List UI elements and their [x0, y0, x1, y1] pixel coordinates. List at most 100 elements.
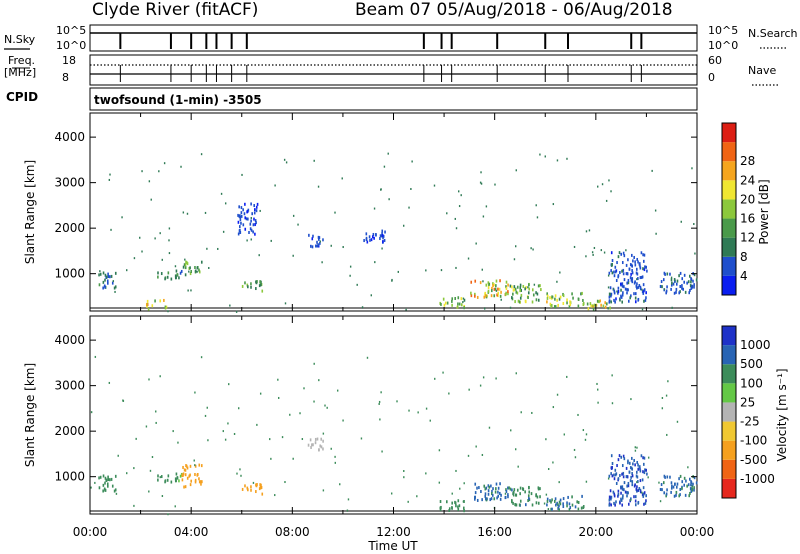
- data-cell: [494, 183, 496, 186]
- data-cell: [611, 474, 614, 478]
- data-cell: [446, 212, 448, 215]
- data-cell: [133, 467, 135, 470]
- data-cell: [679, 487, 682, 491]
- data-cell: [635, 271, 638, 275]
- data-cell: [460, 303, 463, 307]
- data-cell: [691, 487, 693, 491]
- data-cell: [636, 286, 638, 290]
- data-cell: [322, 489, 325, 492]
- data-cell: [513, 488, 516, 492]
- data-cell: [186, 466, 189, 470]
- data-cell: [622, 471, 625, 475]
- data-cell: [519, 296, 522, 300]
- data-cell: [615, 482, 618, 486]
- data-cell: [318, 236, 321, 240]
- colorbar-tick-label: -25: [740, 415, 760, 429]
- data-cell: [167, 513, 169, 516]
- data-cell: [687, 280, 690, 284]
- data-cell: [695, 278, 698, 282]
- data-cell: [622, 475, 625, 479]
- data-cell: [184, 258, 186, 261]
- data-cell: [573, 448, 576, 451]
- data-cell: [491, 493, 494, 497]
- data-cell: [482, 376, 485, 379]
- data-cell: [676, 279, 679, 283]
- data-cell: [556, 501, 558, 505]
- data-cell: [519, 492, 521, 496]
- data-cell: [513, 258, 516, 261]
- data-cell: [309, 438, 312, 442]
- data-cell: [642, 494, 645, 498]
- data-cell: [610, 503, 612, 507]
- data-cell: [297, 223, 299, 226]
- data-cell: [347, 498, 350, 501]
- colorbar-tick-label: 4: [740, 269, 748, 283]
- data-cell: [255, 221, 257, 225]
- data-cell: [631, 480, 634, 484]
- data-cell: [620, 252, 623, 256]
- data-cell: [505, 488, 507, 492]
- freq-tick-bottom: 8: [62, 71, 69, 84]
- data-cell: [341, 177, 343, 180]
- data-cell: [189, 464, 192, 468]
- data-cell: [519, 486, 522, 490]
- data-cell: [411, 160, 413, 163]
- data-cell: [515, 372, 517, 375]
- data-cell: [468, 388, 470, 391]
- data-cell: [179, 271, 182, 275]
- data-cell: [625, 249, 627, 252]
- data-cell: [530, 492, 533, 496]
- data-cell: [378, 402, 380, 405]
- data-cell: [387, 152, 389, 155]
- data-cell: [495, 482, 498, 486]
- data-cell: [375, 233, 377, 237]
- data-cell: [504, 292, 507, 296]
- data-cell: [601, 183, 604, 186]
- data-cell: [528, 486, 530, 490]
- data-cell: [571, 292, 573, 296]
- data-cell: [554, 294, 557, 298]
- data-cell: [407, 500, 409, 503]
- data-cell: [597, 388, 599, 391]
- data-cell: [481, 453, 484, 456]
- data-cell: [621, 269, 623, 273]
- data-cell: [491, 489, 493, 493]
- data-cell: [182, 265, 185, 269]
- data-cell: [559, 271, 561, 274]
- data-cell: [240, 206, 243, 210]
- data-cell: [381, 247, 383, 250]
- data-cell: [186, 212, 189, 215]
- data-cell: [483, 307, 486, 310]
- data-cell: [665, 494, 667, 498]
- data-cell: [490, 294, 493, 298]
- data-cell: [178, 276, 180, 280]
- data-cell: [117, 454, 119, 457]
- data-cell: [109, 275, 111, 279]
- data-cell: [462, 297, 465, 300]
- data-cell: [496, 293, 498, 297]
- data-cell: [463, 482, 465, 485]
- data-cell: [630, 272, 632, 276]
- data-cell: [684, 493, 687, 497]
- data-cell: [577, 500, 580, 504]
- data-cell: [507, 486, 509, 490]
- data-cell: [554, 305, 557, 309]
- data-cell: [539, 284, 541, 288]
- data-cell: [510, 429, 512, 432]
- data-cell: [539, 153, 541, 156]
- data-cell: [379, 234, 382, 238]
- data-cell: [631, 277, 634, 281]
- data-cell: [238, 229, 241, 233]
- data-cell: [112, 280, 115, 283]
- data-cell: [637, 467, 640, 471]
- data-cell: [556, 280, 558, 283]
- colorbar-swatch: [722, 345, 736, 365]
- data-cell: [611, 374, 613, 377]
- data-cell: [480, 182, 483, 185]
- data-cell: [239, 468, 241, 471]
- data-cell: [690, 278, 693, 282]
- data-cell: [99, 475, 102, 479]
- data-cell: [643, 299, 645, 303]
- data-cell: [595, 303, 598, 307]
- data-cell: [641, 290, 644, 294]
